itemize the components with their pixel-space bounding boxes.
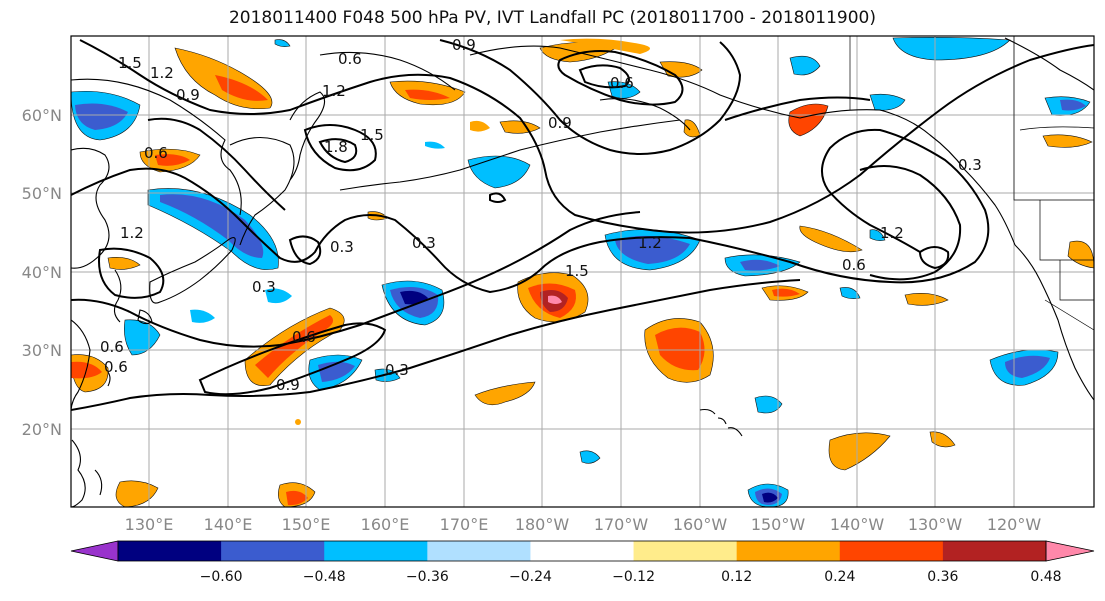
- colorbar-segment: [427, 541, 531, 561]
- contour-label: 0.9: [452, 36, 476, 54]
- colorbar-tick-label: 0.12: [721, 569, 752, 585]
- colorbar-tick-label: −0.12: [612, 569, 655, 585]
- contour-label: 0.6: [144, 144, 168, 162]
- contour-label: 1.5: [360, 126, 384, 144]
- contour-label: 0.6: [104, 358, 128, 376]
- colorbar-segment: [839, 541, 944, 561]
- lon-label: 150°W: [751, 515, 806, 534]
- contour-label: 0.6: [292, 328, 316, 346]
- contour-label: 0.6: [338, 50, 362, 68]
- graticule: [71, 36, 1094, 507]
- colorbar-segment: [221, 541, 325, 561]
- lon-label: 160°W: [673, 515, 728, 534]
- colorbar-frame: [117, 540, 1047, 562]
- contour-label: 1.2: [120, 224, 144, 242]
- contour-label: 0.3: [252, 278, 276, 296]
- contour-label: 1.2: [322, 82, 346, 100]
- colorbar-segment: [942, 541, 1047, 561]
- contour-label: 0.6: [610, 74, 634, 92]
- lon-label: 130°W: [908, 515, 963, 534]
- lon-label: 140°W: [830, 515, 885, 534]
- longitude-labels: 130°E 140°E 150°E 160°E 170°E 180°W 170°…: [125, 515, 1042, 534]
- lon-label: 150°E: [282, 515, 331, 534]
- colorbar-extension-min: [70, 540, 119, 562]
- lon-label: 170°W: [594, 515, 649, 534]
- lat-label: 30°N: [22, 341, 62, 360]
- contour-label: 0.3: [958, 156, 982, 174]
- contour-label: 1.2: [880, 224, 904, 242]
- contour-label: 1.5: [118, 54, 142, 72]
- colorbar-segment: [633, 541, 738, 561]
- lat-label: 20°N: [22, 420, 62, 439]
- lon-label: 130°E: [125, 515, 174, 534]
- map-title: 2018011400 F048 500 hPa PV, IVT Landfall…: [228, 8, 876, 28]
- contour-label: 0.9: [548, 114, 572, 132]
- lat-label: 50°N: [22, 184, 62, 203]
- latitude-labels: 60°N 50°N 40°N 30°N 20°N: [22, 106, 62, 439]
- colorbar-segment: [736, 541, 841, 561]
- colorbar-segment: [324, 541, 428, 561]
- pv-anomaly-fill: [71, 37, 1094, 507]
- contour-label: 0.6: [100, 338, 124, 356]
- lon-label: 170°E: [440, 515, 489, 534]
- contour-label: 0.3: [385, 361, 409, 379]
- lat-label: 60°N: [22, 106, 62, 125]
- contour-label: 0.3: [412, 234, 436, 252]
- colorbar-segment: [530, 541, 635, 561]
- colorbar-tick-label: −0.48: [303, 569, 346, 585]
- colorbar-tick-label: 0.48: [1030, 569, 1061, 585]
- contour-label: 0.9: [176, 86, 200, 104]
- colorbar-tick-label: 0.36: [927, 569, 958, 585]
- lon-label: 120°W: [987, 515, 1042, 534]
- contour-label: 1.5: [565, 262, 589, 280]
- colorbar: −0.60 −0.48 −0.36 −0.24 −0.12 0.12 0.24 0.36 0.4…: [70, 540, 1095, 585]
- lat-label: 40°N: [22, 263, 62, 282]
- lon-label: 180°W: [515, 515, 570, 534]
- contour-label: 0.3: [330, 238, 354, 256]
- contour-label: 1.2: [150, 64, 174, 82]
- colorbar-tick-label: 0.24: [824, 569, 855, 585]
- colorbar-tick-label: −0.36: [406, 569, 449, 585]
- contour-label: 1.2: [638, 234, 662, 252]
- lon-label: 160°E: [361, 515, 410, 534]
- contour-label: 1.8: [324, 138, 348, 156]
- contour-label: 0.9: [276, 376, 300, 394]
- plot-frame: [70, 35, 1095, 508]
- colorbar-segment: [118, 541, 222, 561]
- pv-contours: [71, 39, 1094, 411]
- colorbar-tick-label: −0.24: [509, 569, 552, 585]
- colorbar-extension-max: [1045, 540, 1095, 562]
- lon-label: 140°E: [204, 515, 253, 534]
- colorbar-tick-label: −0.60: [200, 569, 243, 585]
- contour-label: 0.6: [842, 256, 866, 274]
- contour-labels: 1.5 1.2 0.9 0.6 0.6 1.2 1.8 1.5 0.9 0.9 …: [100, 36, 982, 394]
